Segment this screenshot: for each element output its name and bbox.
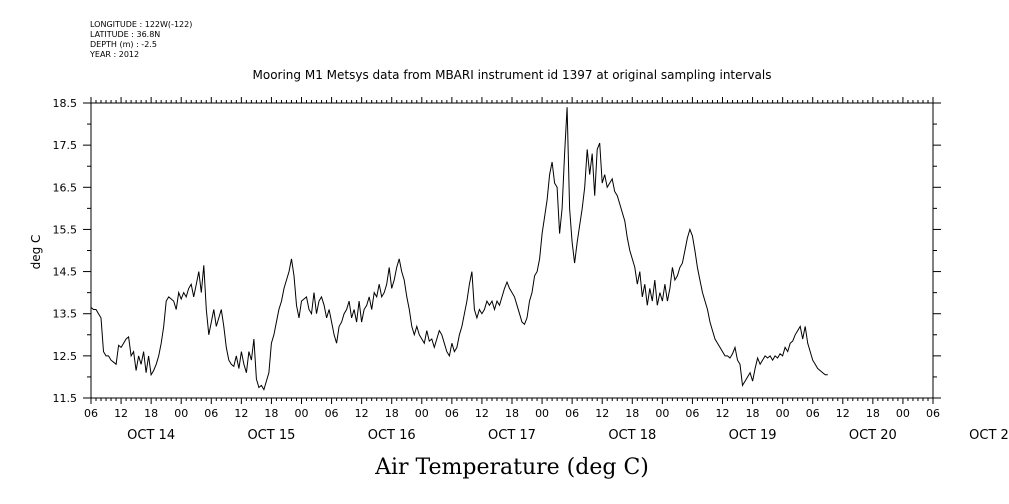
x-hour-label: 00 (896, 407, 910, 420)
x-hour-label: 00 (295, 407, 309, 420)
year-label: YEAR : 2012 (90, 50, 140, 59)
y-tick-label: 16.5 (53, 181, 78, 194)
x-hour-label: 12 (836, 407, 850, 420)
y-tick-label: 17.5 (53, 139, 78, 152)
x-hour-label: 18 (385, 407, 399, 420)
x-hour-label: 12 (595, 407, 609, 420)
x-hour-label: 12 (475, 407, 489, 420)
x-hour-label: 12 (234, 407, 248, 420)
x-day-label: OCT 18 (608, 428, 656, 443)
x-hour-label: 12 (114, 407, 128, 420)
x-day-label: OCT 16 (368, 428, 416, 443)
x-hour-label: 12 (355, 407, 369, 420)
x-hour-label: 06 (806, 407, 820, 420)
x-hour-label: 00 (655, 407, 669, 420)
x-hour-label: 06 (84, 407, 98, 420)
x-hour-label: 18 (866, 407, 880, 420)
x-hour-label: 12 (716, 407, 730, 420)
x-hour-label: 18 (625, 407, 639, 420)
y-tick-label: 11.5 (53, 392, 78, 405)
x-hour-label: 06 (325, 407, 339, 420)
y-tick-label: 14.5 (53, 266, 78, 279)
series-line (90, 107, 828, 391)
x-hour-label: 00 (415, 407, 429, 420)
chart-title: Mooring M1 Metsys data from MBARI instru… (253, 68, 772, 82)
x-hour-label: 06 (565, 407, 579, 420)
x-hour-label: 06 (204, 407, 218, 420)
x-axis-label: Air Temperature (deg C) (374, 455, 649, 480)
x-hour-label: 18 (746, 407, 760, 420)
depth-label: DEPTH (m) : -2.5 (90, 40, 157, 49)
y-axis: 11.5 12.5 13.5 14.5 15.5 16.5 17.5 18.5 (53, 97, 941, 405)
y-tick-label: 15.5 (53, 223, 78, 236)
x-hour-label: 00 (174, 407, 188, 420)
plot-frame (90, 102, 934, 399)
minor-ticks (95, 100, 929, 401)
x-hour-label: 18 (505, 407, 519, 420)
x-hour-label: 18 (144, 407, 158, 420)
x-day-label: OCT 21 (969, 428, 1009, 443)
x-hour-label: 00 (535, 407, 549, 420)
x-day-label: OCT 17 (488, 428, 536, 443)
y-axis-label: deg C (29, 235, 43, 270)
longitude-label: LONGITUDE : 122W(-122) (90, 20, 193, 29)
y-tick-label: 13.5 (53, 308, 78, 321)
x-hour-label: 06 (445, 407, 459, 420)
x-day-label: OCT 14 (127, 428, 175, 443)
x-hour-label: 06 (685, 407, 699, 420)
x-day-label: OCT 20 (849, 428, 897, 443)
x-hour-label: 06 (926, 407, 940, 420)
x-day-label: OCT 19 (729, 428, 777, 443)
x-hour-label: 00 (776, 407, 790, 420)
y-tick-label: 18.5 (53, 97, 78, 110)
metadata-block: LONGITUDE : 122W(-122) LATITUDE : 36.8N … (90, 20, 192, 60)
x-axis: 06 12 18 00 06 12 18 00 06 12 18 00 06 12 18 00 06 12 18 00… (84, 97, 1009, 443)
x-day-label: OCT 15 (247, 428, 295, 443)
x-hour-label: 18 (264, 407, 278, 420)
latitude-label: LATITUDE : 36.8N (90, 30, 161, 39)
y-tick-label: 12.5 (53, 350, 78, 363)
